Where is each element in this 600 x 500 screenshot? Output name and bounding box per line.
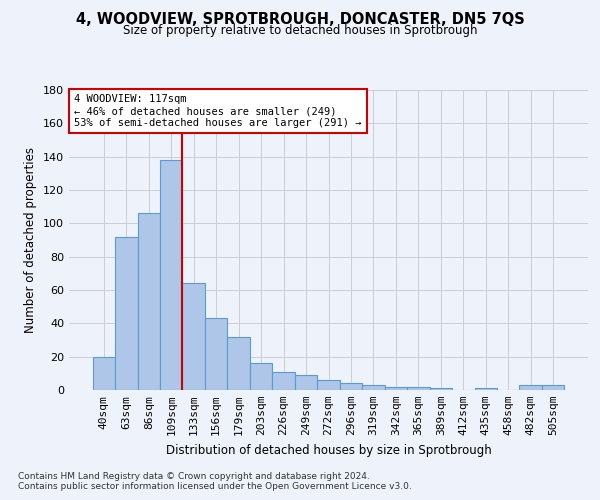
Bar [205, 318, 227, 390]
Bar [385, 386, 407, 390]
Bar [182, 284, 205, 390]
Text: Size of property relative to detached houses in Sprotbrough: Size of property relative to detached ho… [123, 24, 477, 37]
Text: 4, WOODVIEW, SPROTBROUGH, DONCASTER, DN5 7QS: 4, WOODVIEW, SPROTBROUGH, DONCASTER, DN5… [76, 12, 524, 28]
Bar [250, 364, 272, 390]
Bar [160, 160, 182, 390]
Y-axis label: Number of detached properties: Number of detached properties [25, 147, 37, 333]
Text: 4 WOODVIEW: 117sqm
← 46% of detached houses are smaller (249)
53% of semi-detach: 4 WOODVIEW: 117sqm ← 46% of detached hou… [74, 94, 362, 128]
Bar [340, 384, 362, 390]
X-axis label: Distribution of detached houses by size in Sprotbrough: Distribution of detached houses by size … [166, 444, 491, 456]
Bar [520, 385, 542, 390]
Text: Contains HM Land Registry data © Crown copyright and database right 2024.: Contains HM Land Registry data © Crown c… [18, 472, 370, 481]
Bar [430, 388, 452, 390]
Bar [317, 380, 340, 390]
Bar [407, 386, 430, 390]
Bar [137, 214, 160, 390]
Bar [542, 385, 565, 390]
Bar [475, 388, 497, 390]
Bar [227, 336, 250, 390]
Bar [295, 375, 317, 390]
Bar [92, 356, 115, 390]
Bar [272, 372, 295, 390]
Bar [115, 236, 137, 390]
Bar [362, 385, 385, 390]
Text: Contains public sector information licensed under the Open Government Licence v3: Contains public sector information licen… [18, 482, 412, 491]
